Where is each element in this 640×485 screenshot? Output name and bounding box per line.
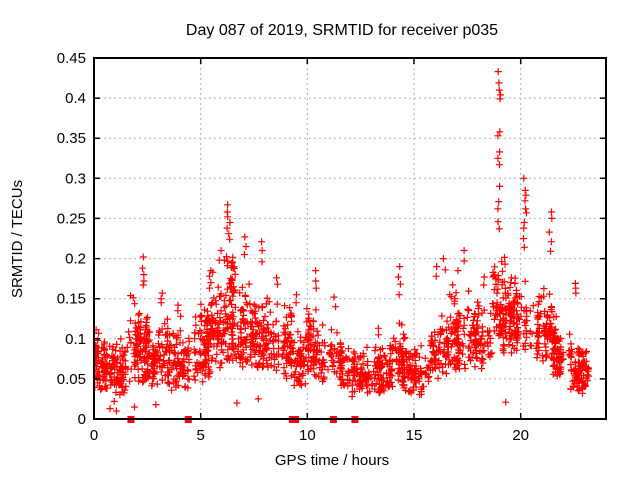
y-tick-label: 0.2 bbox=[65, 251, 86, 268]
x-tick-label: 0 bbox=[90, 427, 98, 444]
y-tick-label: 0.1 bbox=[65, 331, 86, 348]
y-tick-label: 0.35 bbox=[57, 130, 86, 147]
y-tick-label: 0.25 bbox=[57, 210, 86, 227]
grid-lines bbox=[94, 58, 606, 419]
x-tick-label: 10 bbox=[299, 427, 316, 444]
x-tick-label: 15 bbox=[406, 427, 423, 444]
data-points bbox=[93, 68, 593, 415]
y-tick-label: 0.4 bbox=[65, 90, 86, 107]
tick-labels: 0 0.05 0.1 0.15 0.2 0.25 0.3 0.35 0.4 0.45 0 5 10 15 2… bbox=[57, 50, 529, 444]
y-tick-label: 0.05 bbox=[57, 371, 86, 388]
x-tick-label: 5 bbox=[196, 427, 204, 444]
plot-border-and-ticks bbox=[93, 57, 607, 420]
scatter-markers bbox=[93, 68, 593, 415]
y-axis-label: SRMTID / TECUs bbox=[9, 180, 26, 298]
plot-border bbox=[93, 57, 607, 420]
x-tick-label: 20 bbox=[512, 427, 529, 444]
grid-path bbox=[94, 58, 606, 419]
y-tick-label: 0.3 bbox=[65, 170, 86, 187]
y-tick-label: 0 bbox=[78, 411, 86, 428]
x-axis-label: GPS time / hours bbox=[275, 452, 389, 469]
chart-title: Day 087 of 2019, SRMTID for receiver p03… bbox=[186, 22, 498, 39]
axis-ticks bbox=[93, 57, 606, 420]
y-tick-label: 0.15 bbox=[57, 291, 86, 308]
y-tick-label: 0.45 bbox=[57, 50, 86, 67]
